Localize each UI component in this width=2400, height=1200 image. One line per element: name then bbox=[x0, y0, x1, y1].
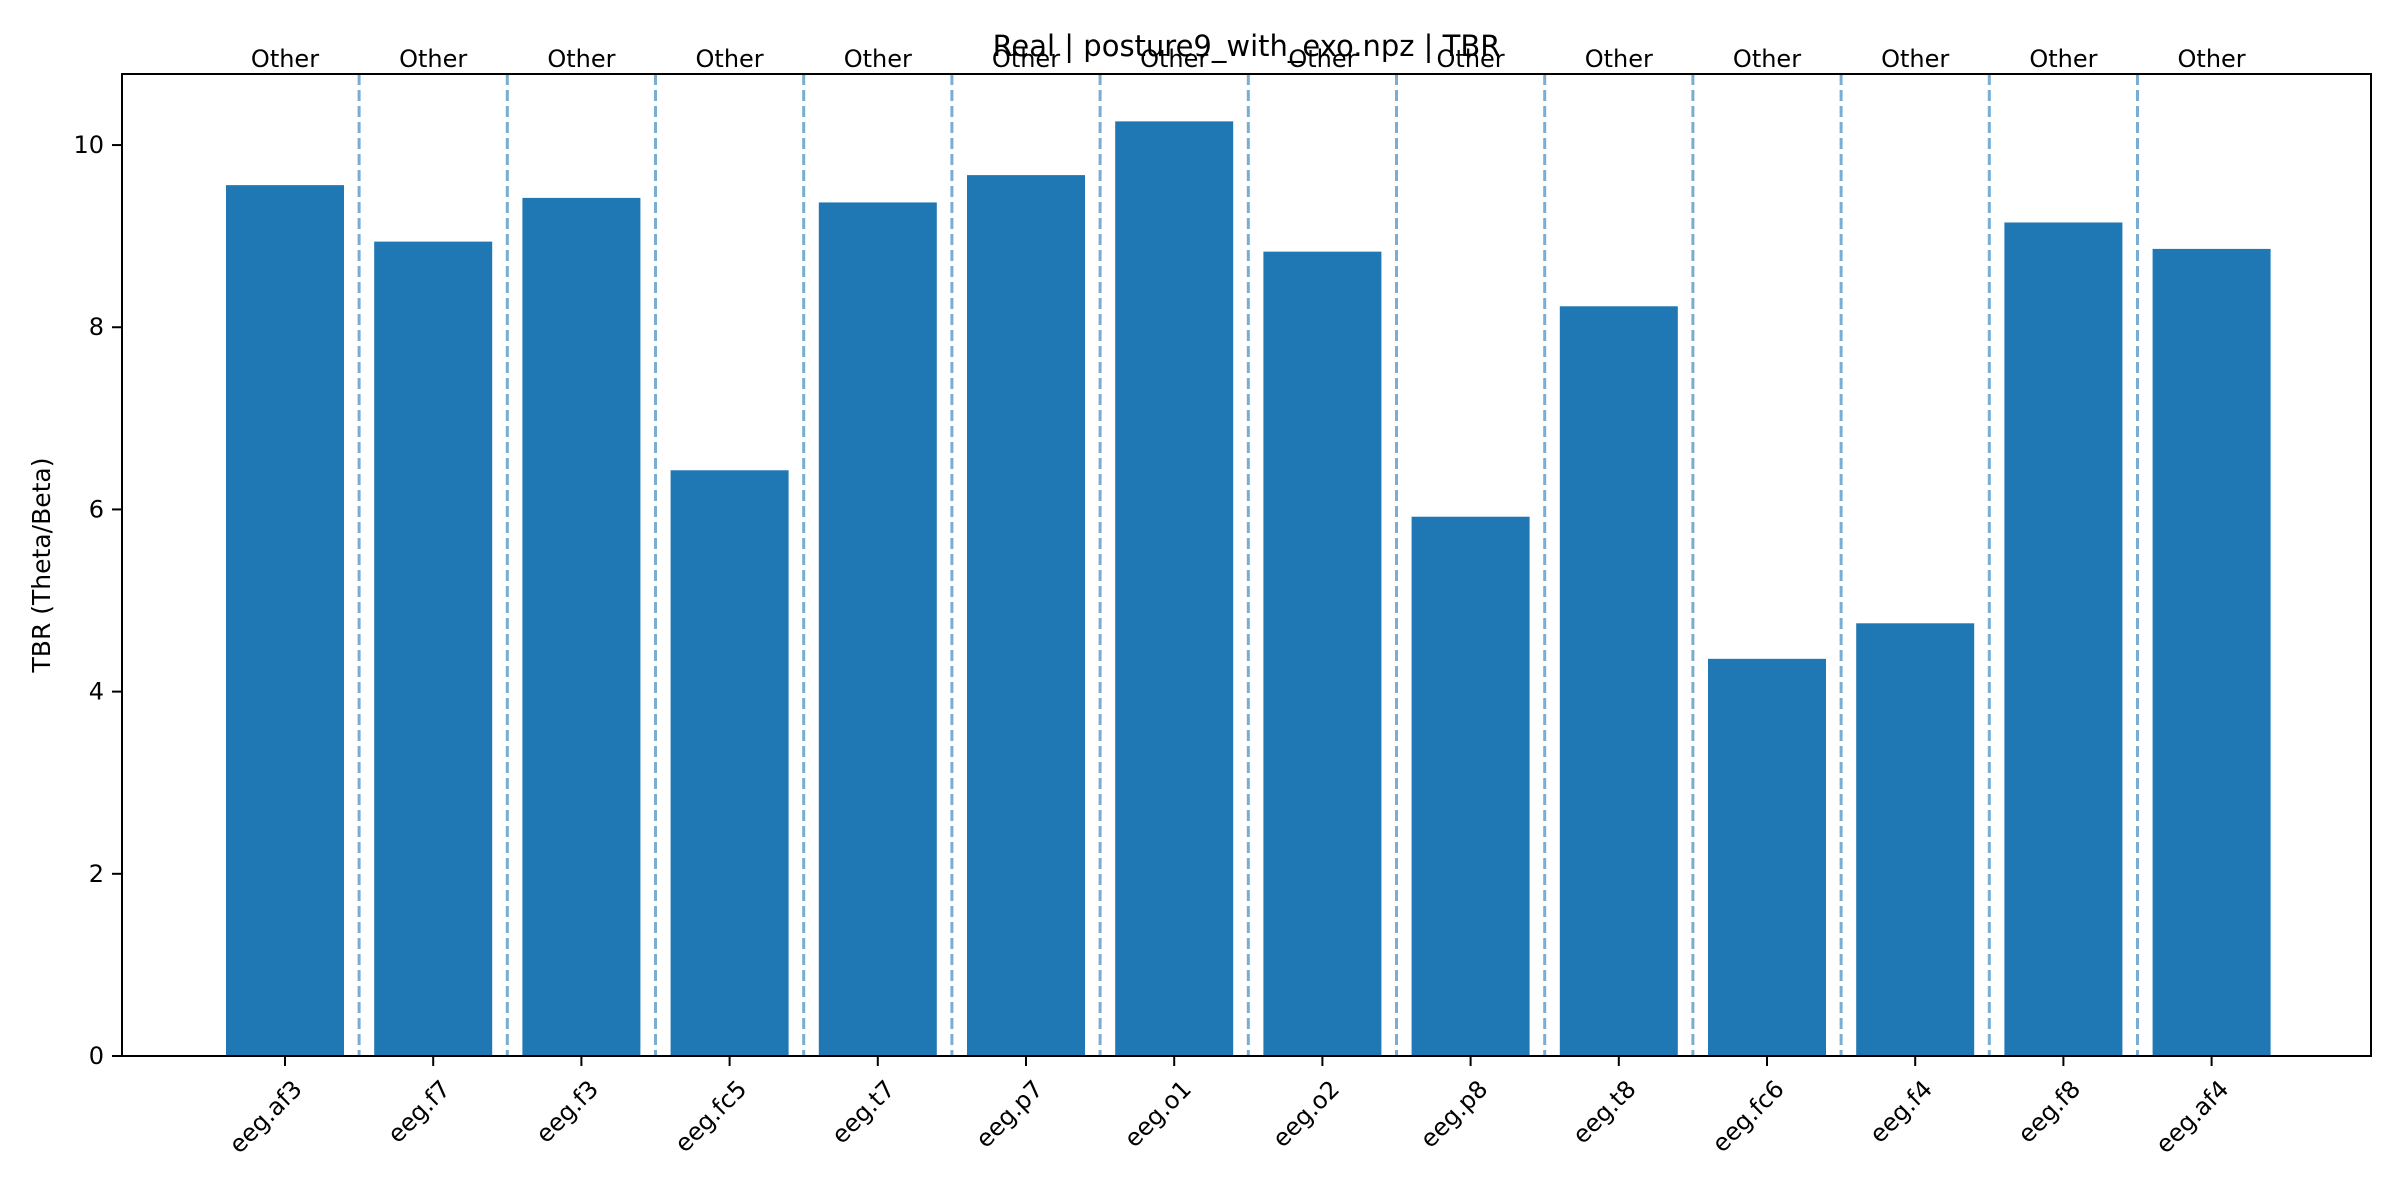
group-label: Other bbox=[844, 45, 912, 73]
bars bbox=[226, 121, 2271, 1057]
y-tick-label: 4 bbox=[89, 678, 104, 706]
group-label: Other bbox=[696, 45, 764, 73]
bar-eeg-o2 bbox=[1263, 251, 1382, 1056]
group-label: Other bbox=[251, 45, 319, 73]
group-label: Other bbox=[1288, 45, 1356, 73]
group-label: Other bbox=[399, 45, 467, 73]
y-tick-label: 6 bbox=[89, 495, 104, 523]
y-tick-label: 0 bbox=[89, 1042, 104, 1070]
y-tick-label: 10 bbox=[73, 131, 104, 159]
group-label: Other bbox=[1140, 45, 1208, 73]
group-label: Other bbox=[1585, 45, 1653, 73]
group-label: Other bbox=[2178, 45, 2246, 73]
bar-eeg-af3 bbox=[226, 185, 344, 1056]
group-label: Other bbox=[1733, 45, 1801, 73]
group-label: Other bbox=[547, 45, 615, 73]
group-label: Other bbox=[1437, 45, 1505, 73]
bar-eeg-t8 bbox=[1559, 306, 1678, 1057]
group-labels: Other Other Other Other Other Other Other Other… bbox=[251, 45, 2246, 73]
group-label: Other bbox=[1881, 45, 1949, 73]
group-label: Other bbox=[2029, 45, 2097, 73]
y-tick-label: 2 bbox=[89, 860, 104, 888]
bar-eeg-f7 bbox=[374, 241, 493, 1056]
bar-eeg-t7 bbox=[818, 202, 937, 1056]
bar-eeg-f4 bbox=[1856, 623, 1975, 1056]
bar-eeg-f3 bbox=[522, 197, 641, 1057]
bar-eeg-af4 bbox=[2152, 248, 2271, 1056]
bar-eeg-o1 bbox=[1115, 121, 1234, 1056]
bar-eeg-fc5 bbox=[670, 470, 789, 1056]
bar-eeg-p8 bbox=[1411, 516, 1530, 1056]
y-axis: 0 2 4 6 8 10 bbox=[73, 131, 122, 1070]
group-label: Other bbox=[992, 45, 1060, 73]
group-separators bbox=[357, 74, 2139, 1056]
plot-frame bbox=[121, 73, 2372, 1057]
y-axis-label: TBR (Theta/Beta) bbox=[27, 458, 56, 674]
chart-title: Real | posture9_with_exo.npz | TBR bbox=[993, 29, 1501, 63]
bar-eeg-p7 bbox=[967, 175, 1085, 1057]
bar-eeg-f8 bbox=[2004, 222, 2123, 1056]
y-tick-label: 8 bbox=[89, 313, 104, 341]
bar-eeg-fc6 bbox=[1708, 658, 1826, 1056]
